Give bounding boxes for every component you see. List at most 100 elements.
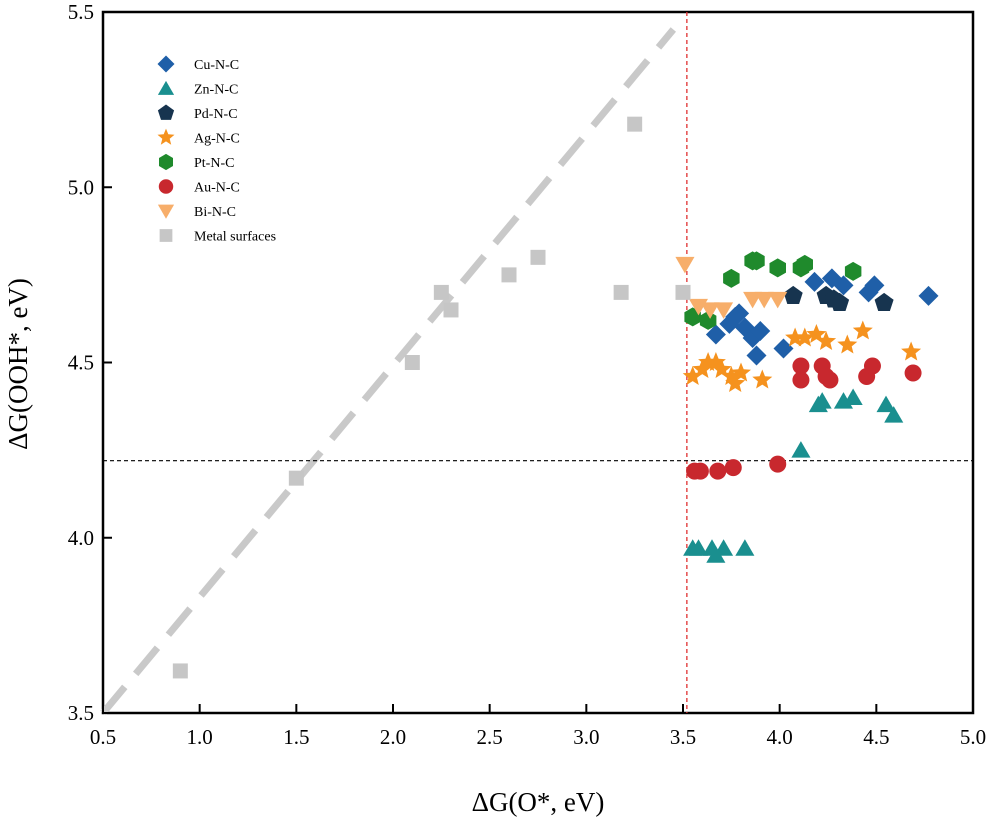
data-point [724,459,742,477]
y-axis-label: ΔG(OOH*, eV) [3,278,33,450]
data-point [748,251,765,271]
legend-label-cu-n-c: Cu-N-C [194,58,239,73]
data-point [821,371,839,389]
data-point [627,116,643,132]
data-point [711,359,732,378]
series-bi-n-c [675,256,788,319]
y-tick-label: 5.0 [68,175,94,199]
data-point [863,357,881,375]
data-point [864,275,885,296]
y-tick-label: 5.5 [68,0,94,24]
legend-label-ag-n-c: Ag-N-C [194,132,240,147]
data-point [768,291,788,309]
data-point [876,395,896,413]
series-zn-n-c [683,388,904,563]
data-point [833,275,854,296]
x-tick-label: 3.0 [573,725,599,749]
x-tick-label: 4.0 [767,725,793,749]
data-point [773,338,794,359]
data-point [837,334,858,354]
data-point [709,462,727,480]
legend-marker-au-n-c [158,179,174,194]
data-point [714,539,734,556]
legend-label-zn-n-c: Zn-N-C [194,83,238,98]
data-point [682,366,703,385]
data-point [675,284,691,300]
y-tick-label: 4.0 [68,526,94,550]
data-point [501,267,517,283]
x-tick-label: 4.5 [863,725,889,749]
data-point [705,324,726,345]
data-point [725,373,746,392]
data-point [874,292,894,311]
x-axis-label: ΔG(O*, eV) [472,787,605,817]
data-point [714,302,734,319]
x-tick-label: 0.5 [90,725,116,749]
data-point [700,302,720,319]
legend-marker-metal-surfaces [159,229,173,242]
legend-label-bi-n-c: Bi-N-C [194,205,236,220]
data-point [792,371,810,389]
x-tick-label: 5.0 [960,725,986,749]
legend-marker-pd-n-c [157,104,175,120]
data-point [769,258,786,278]
series-cu-n-c [705,268,939,366]
data-point [172,663,188,679]
data-point [288,470,304,486]
data-point [530,249,546,265]
series-metal-surfaces [172,116,691,679]
legend-marker-ag-n-c [157,128,175,145]
data-point [699,310,717,330]
data-point [746,345,767,366]
data-point [791,441,811,458]
data-point [769,455,787,473]
y-tick-label: 3.5 [68,701,94,725]
data-point [691,462,709,480]
data-point [785,327,806,347]
series-au-n-c [686,357,922,480]
data-point [904,364,922,382]
data-point [852,320,873,340]
series-pt-n-c [684,251,862,330]
x-tick-label: 2.0 [380,725,406,749]
data-point [812,392,832,409]
data-point [796,254,813,274]
data-points [172,116,939,679]
data-point [816,331,837,350]
x-tick-label: 2.5 [477,725,503,749]
legend-marker-bi-n-c [157,204,175,219]
legend-marker-pt-n-c [159,153,173,171]
legend-label-metal-surfaces: Metal surfaces [194,230,276,245]
legend-label-pd-n-c: Pd-N-C [194,107,238,122]
data-point [752,369,773,389]
data-point [692,359,713,378]
data-point [675,256,695,274]
legend-marker-zn-n-c [157,80,175,95]
data-point [783,285,803,304]
data-point [698,352,719,371]
data-point [750,321,771,341]
data-point [613,284,629,300]
data-point [918,285,939,306]
data-point [404,355,420,370]
legend-label-pt-n-c: Pt-N-C [194,156,234,171]
series-ag-n-c [682,320,922,392]
data-point [754,291,774,309]
data-point [735,539,755,556]
scaling-trend-line [100,27,677,716]
data-point [804,271,825,292]
reference-lines [100,12,973,716]
data-point [901,341,922,361]
x-tick-label: 1.0 [187,725,213,749]
data-point [844,261,862,281]
data-point [792,357,810,375]
data-point [806,324,827,343]
data-point [843,388,863,405]
axis-ticks: 0.5 1.0 1.5 2.0 2.5 3.0 3.5 4.0 4.5 5.0 3.5 4.0 4.5 5… [68,0,986,749]
data-point [433,284,449,300]
legend: Cu-N-C Zn-N-C Pd-N-C Ag-N-C Pt-N-C Au-N-C Bi-N… [157,55,276,245]
data-point [705,352,726,371]
y-tick-label: 4.5 [68,351,94,375]
data-point [884,406,904,423]
